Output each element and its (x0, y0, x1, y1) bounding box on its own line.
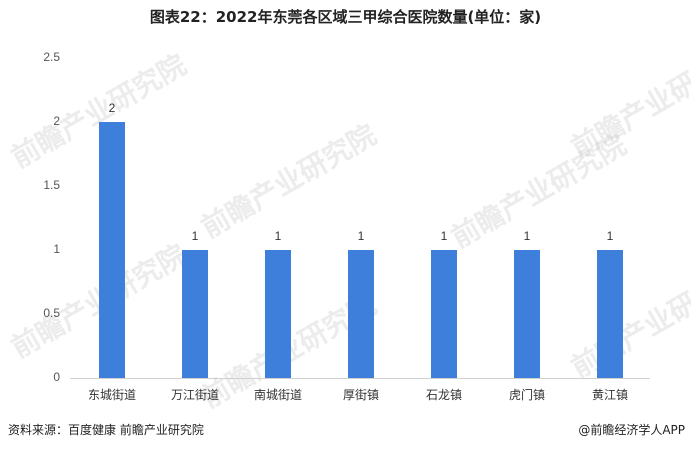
x-tick-label: 虎门镇 (508, 388, 545, 402)
y-tick-label: 1.5 (43, 178, 60, 192)
x-tick-label: 石龙镇 (425, 388, 462, 402)
x-tick-label: 黄江镇 (591, 388, 628, 402)
bar[interactable] (514, 250, 540, 378)
x-tick-label: 南城街道 (253, 388, 302, 402)
data-label: 1 (357, 229, 365, 243)
watermark: 前瞻产业研究院 (565, 38, 691, 165)
y-tick-label: 0 (53, 370, 60, 384)
bar[interactable] (99, 122, 125, 378)
watermark: 前瞻产业研究院 (565, 258, 691, 385)
y-tick-label: 0.5 (43, 306, 60, 320)
data-label: 1 (523, 229, 531, 243)
data-label: 2 (108, 101, 116, 115)
x-tick-label: 万江街道 (170, 388, 219, 402)
watermark: 前瞻产业研究院 (195, 118, 382, 245)
chart-title: 图表22：2022年东莞各区域三甲综合医院数量(单位：家) (149, 8, 542, 26)
x-tick-label: 东城街道 (87, 388, 136, 402)
data-label: 1 (274, 229, 282, 243)
source-note: 资料来源：百度健康 前瞻产业研究院 (8, 423, 204, 437)
y-tick-label: 1 (53, 242, 60, 256)
data-label: 1 (440, 229, 448, 243)
credit-note: @前瞻经济学人APP (578, 423, 685, 437)
bar[interactable] (431, 250, 457, 378)
y-tick-label: 2 (53, 114, 60, 128)
data-label: 1 (606, 229, 614, 243)
bar[interactable] (348, 250, 374, 378)
bar[interactable] (597, 250, 623, 378)
bar[interactable] (265, 250, 291, 378)
x-tick-label: 厚街镇 (342, 388, 379, 402)
data-label: 1 (191, 229, 199, 243)
bar[interactable] (182, 250, 208, 378)
y-tick-label: 2.5 (43, 50, 60, 64)
x-axis-line (70, 378, 650, 379)
